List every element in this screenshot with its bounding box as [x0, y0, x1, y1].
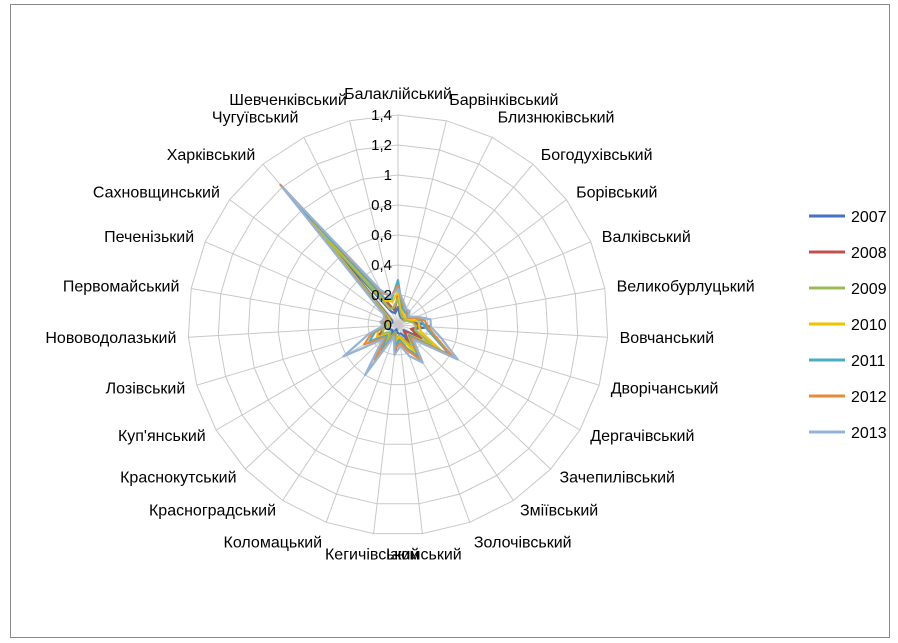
grid-spoke	[244, 324, 399, 470]
tick-label: 1,4	[371, 107, 392, 124]
grid-ring-7	[187, 114, 609, 535]
grid-ring-6	[217, 144, 579, 505]
grid-spoke	[397, 199, 567, 326]
category-label: Ізюмський	[386, 547, 462, 564]
category-label: Близнюківський	[498, 110, 615, 127]
grid-ring-2	[337, 264, 459, 386]
grid-spoke	[397, 288, 605, 326]
grid-spoke	[191, 288, 399, 326]
chart-area: 0 0,2 0,4 0,6 0,8 1 1,2 1,4 Балаклійський Барвінк…	[10, 4, 890, 638]
grid-spoke	[397, 324, 552, 470]
category-label: Красноградський	[149, 503, 276, 520]
category-label: Печенізький	[104, 229, 194, 246]
category-label: Дергачівський	[590, 428, 694, 445]
category-label: Барвінківський	[449, 92, 558, 109]
legend-label: 2010	[851, 317, 887, 334]
tick-label: 0	[384, 317, 392, 334]
category-label: Борівський	[576, 184, 657, 201]
legend-label: 2013	[851, 425, 887, 442]
legend-label: 2007	[851, 209, 887, 226]
series-line-2010	[295, 203, 441, 354]
grid-spoke	[397, 324, 423, 534]
category-label: Чугуївський	[212, 110, 298, 127]
legend-label: 2012	[851, 389, 887, 406]
grid-ring-3	[307, 234, 489, 415]
category-label: Сахновщинський	[93, 184, 220, 201]
grid-spoke	[397, 241, 591, 326]
grid-spoke	[188, 324, 399, 338]
category-label: Великобурлуцький	[617, 279, 755, 296]
tick-label: 1	[384, 167, 392, 184]
tick-label: 1,2	[371, 137, 392, 154]
category-label: Куп'янський	[118, 428, 206, 445]
category-label: Балаклійський	[344, 86, 452, 103]
series-line-2013	[281, 186, 459, 377]
grid-spoke	[229, 199, 399, 326]
category-label: Зміївський	[520, 503, 598, 520]
grid-spoke	[349, 120, 399, 326]
category-label: Нововодолазький	[45, 330, 176, 347]
category-label: Валківський	[602, 229, 691, 246]
grid-spoke	[205, 241, 399, 326]
tick-label: 0,2	[371, 287, 392, 304]
category-label: Краснокутський	[120, 469, 236, 486]
grid-spoke	[325, 324, 399, 523]
category-label: Кегичівський	[325, 547, 419, 564]
radar-chart: 0 0,2 0,4 0,6 0,8 1 1,2 1,4 БалаклійськийБарвінк…	[45, 86, 887, 564]
grid-spoke	[397, 163, 534, 326]
tick-label: 0,8	[371, 197, 392, 214]
legend-label: 2009	[851, 281, 887, 298]
grid-spoke	[373, 324, 399, 534]
grid-spoke	[196, 324, 399, 386]
grid-spoke	[397, 120, 447, 326]
grid-ring-1	[367, 294, 429, 356]
legend-label: 2011	[851, 353, 886, 370]
grid-ring-4	[277, 204, 519, 445]
tick-label: 0,4	[371, 257, 392, 274]
category-label: Шевченківський	[229, 92, 347, 109]
category-label: Вовчанський	[620, 330, 715, 347]
radar-grid	[187, 114, 609, 535]
grid-spoke	[397, 324, 608, 338]
category-label: Дворічанський	[611, 381, 719, 398]
category-label: Богодухівський	[541, 147, 653, 164]
tick-label: 0,6	[371, 227, 392, 244]
grid-ring-5	[247, 174, 549, 475]
legend-label: 2008	[851, 245, 887, 262]
category-label: Первомайський	[63, 279, 180, 296]
category-label: Харківський	[167, 147, 256, 164]
grid-spoke	[397, 324, 471, 523]
legend: 2007 2008 2009 2010 2011 2012 2013	[809, 209, 887, 442]
radar-series-group	[279, 183, 459, 377]
category-label: Коломацький	[224, 535, 323, 552]
grid-spoke	[397, 137, 493, 326]
category-label: Золочівський	[474, 535, 572, 552]
category-label: Лозівський	[106, 381, 186, 398]
category-label: Зачепилівський	[560, 469, 675, 486]
